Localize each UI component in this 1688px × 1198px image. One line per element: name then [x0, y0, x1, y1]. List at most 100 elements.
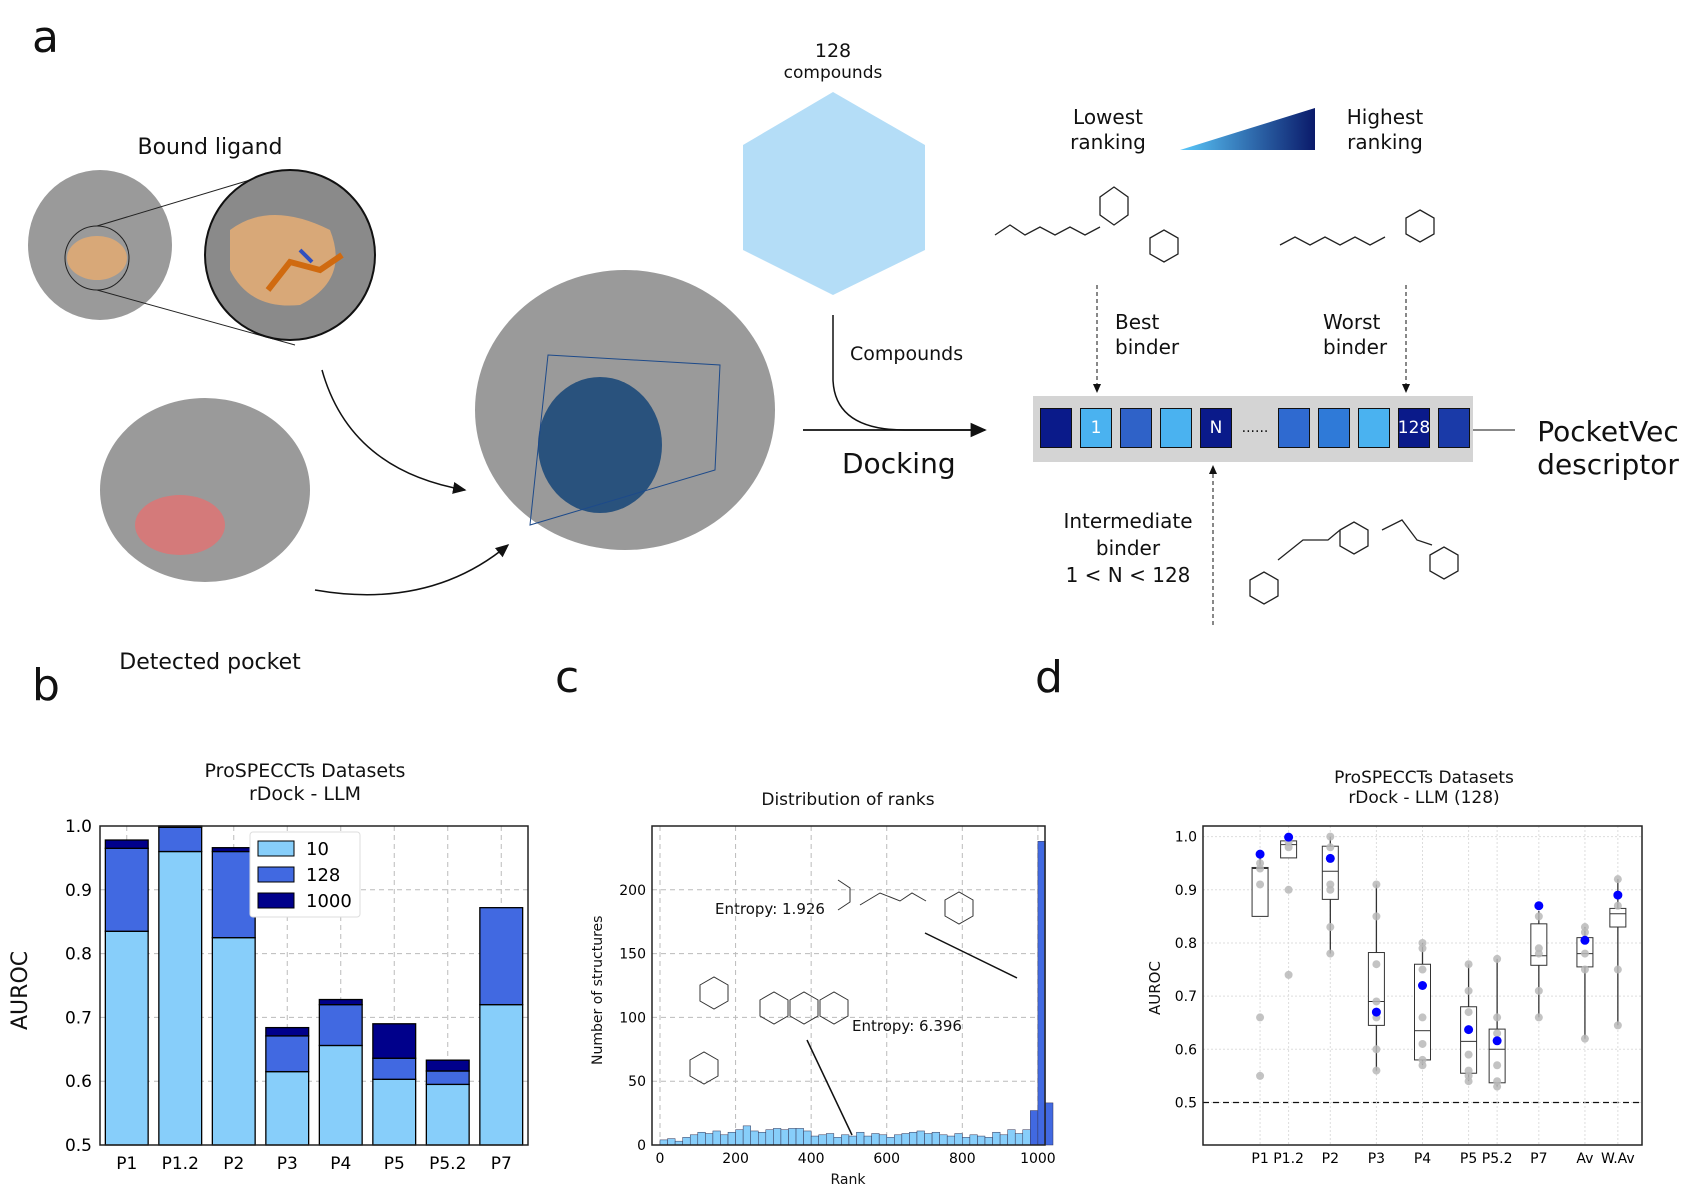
- data-point: [1613, 901, 1622, 910]
- legend-label: 128: [306, 865, 340, 886]
- x-tick-label: P1.2: [1273, 1151, 1304, 1167]
- descriptor-cell: N: [1200, 408, 1232, 448]
- data-point: [1464, 960, 1473, 969]
- x-tick-label: 1000: [1020, 1151, 1056, 1167]
- chart-d-frame: [1202, 825, 1643, 1146]
- data-point: [1464, 1066, 1473, 1075]
- box: [1251, 866, 1269, 917]
- y-tick-label: 0.6: [1175, 1042, 1197, 1058]
- data-point: [1493, 1029, 1502, 1038]
- x-tick-label: P7: [491, 1154, 512, 1174]
- y-tick-label: 0.5: [1175, 1095, 1197, 1111]
- data-point: [1534, 986, 1543, 995]
- highest-ranking-label: Highest ranking: [1346, 105, 1424, 154]
- x-tick-label: P4: [330, 1154, 351, 1174]
- chart-c-frame: [651, 825, 1046, 1146]
- pocketvec-descriptor: 1 N...... 128: [1040, 408, 1470, 448]
- highlight-point: [1255, 849, 1265, 859]
- protein-with-grid: [475, 270, 775, 550]
- panel-letter-b: b: [32, 660, 60, 711]
- data-point: [1372, 880, 1381, 889]
- data-point: [1613, 965, 1622, 974]
- detected-pocket-label: Detected pocket: [119, 650, 301, 675]
- y-tick-label: 0: [637, 1138, 646, 1154]
- x-tick-label: P1.2: [162, 1154, 199, 1174]
- data-point: [1256, 1071, 1265, 1080]
- entropy-annotation-2: Entropy: 6.396: [852, 1017, 962, 1035]
- data-point: [1580, 923, 1589, 932]
- data-point: [1326, 832, 1335, 841]
- data-point: [1534, 944, 1543, 953]
- compounds-count: 128: [814, 40, 852, 62]
- data-point: [1284, 885, 1293, 894]
- y-tick-label: 0.8: [1175, 936, 1197, 952]
- x-tick-label: W.Av: [1601, 1151, 1635, 1167]
- highlight-point: [1284, 832, 1294, 842]
- bar-10-P3: [265, 1070, 310, 1146]
- worst-binder-label: Worst binder: [1323, 310, 1388, 359]
- bar-1000-P1: [104, 839, 149, 849]
- data-point: [1580, 949, 1589, 958]
- descriptor-cell: [1040, 408, 1072, 448]
- x-tick-label: P3: [277, 1154, 298, 1174]
- x-tick-label: P5: [1460, 1151, 1477, 1167]
- descriptor-cell: [1278, 408, 1310, 448]
- data-point: [1256, 859, 1265, 868]
- highlight-point: [1580, 935, 1590, 945]
- chart-d-title: ProSPECCTs Datasets rDock - LLM (128): [1334, 768, 1514, 808]
- x-tick-label: P2: [1322, 1151, 1339, 1167]
- x-tick-label: 800: [949, 1151, 976, 1167]
- highlight-point: [1371, 1007, 1381, 1017]
- bar-1000-P3: [265, 1026, 310, 1037]
- highlight-point: [1534, 901, 1544, 911]
- data-point: [1418, 938, 1427, 947]
- bar-128-P7: [479, 907, 524, 1006]
- data-point: [1418, 1013, 1427, 1022]
- highlight-point: [1418, 981, 1427, 990]
- data-point: [1493, 954, 1502, 963]
- data-point: [1326, 949, 1335, 958]
- data-point: [1613, 875, 1622, 884]
- y-tick-label: 150: [619, 947, 646, 963]
- x-tick-label: P2: [223, 1154, 244, 1174]
- y-tick-label: 100: [619, 1010, 646, 1026]
- y-tick-label: 0.9: [65, 881, 92, 901]
- compounds-word: compounds: [783, 63, 883, 83]
- data-point: [1326, 923, 1335, 932]
- x-tick-label: 200: [722, 1151, 749, 1167]
- x-tick-label: P3: [1368, 1151, 1385, 1167]
- y-tick-label: 0.8: [65, 945, 92, 965]
- box: [1460, 1006, 1478, 1074]
- y-tick-label: 0.9: [1175, 883, 1197, 899]
- y-tick-label: 200: [619, 883, 646, 899]
- compound-library-hexagon: [743, 92, 925, 295]
- y-tick-label: 0.5: [65, 1136, 92, 1156]
- x-tick-label: P1: [1251, 1151, 1268, 1167]
- descriptor-cell: [1120, 408, 1152, 448]
- entropy-annotation-1: Entropy: 1.926: [715, 900, 825, 918]
- compounds-arrow-label: Compounds: [850, 343, 964, 365]
- data-point: [1372, 1066, 1381, 1075]
- molecule-structure: [689, 976, 849, 1085]
- data-point: [1580, 1034, 1589, 1043]
- data-point: [1493, 1061, 1502, 1070]
- ranking-gradient: [1180, 108, 1315, 150]
- intermediate-binder-label: Intermediate binder 1 < N < 128: [1063, 509, 1193, 587]
- bar-128-P1: [104, 847, 149, 932]
- legend-swatch: [257, 866, 295, 883]
- panel-letter-c: c: [555, 652, 580, 703]
- x-tick-label: P7: [1530, 1151, 1547, 1167]
- panel-letter-d: d: [1035, 652, 1063, 703]
- data-point: [1493, 1077, 1502, 1086]
- pocketvec-descriptor-label: PocketVec descriptor: [1537, 415, 1679, 481]
- legend-swatch: [257, 840, 295, 857]
- descriptor-cell: [1358, 408, 1390, 448]
- descriptor-cell: [1438, 408, 1470, 448]
- x-tick-label: P4: [1414, 1151, 1431, 1167]
- chart-b-frame: [99, 825, 529, 1146]
- legend-label: 1000: [306, 891, 352, 912]
- x-tick-label: P1: [116, 1154, 137, 1174]
- x-tick-label: P5: [384, 1154, 405, 1174]
- descriptor-cell: 1: [1080, 408, 1112, 448]
